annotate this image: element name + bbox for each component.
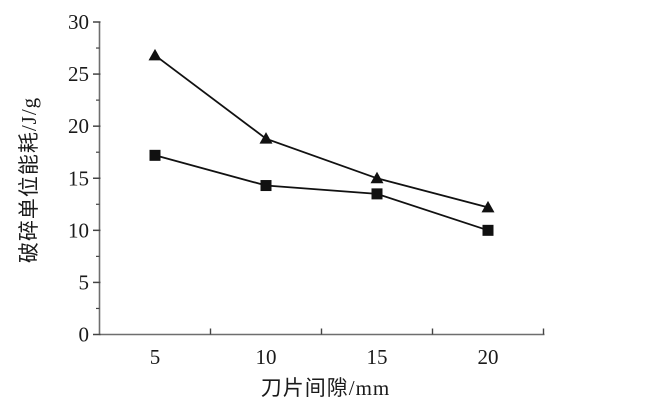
- square-marker: [260, 180, 272, 192]
- triangle-marker: [370, 171, 384, 184]
- y-axis-tick-label: 30: [68, 10, 89, 34]
- triangle-series-line: [154, 54, 489, 209]
- square-marker: [482, 224, 494, 236]
- square-series-line: [154, 154, 489, 232]
- y-axis-tick-label: 0: [79, 323, 90, 347]
- x-axis-tick-label: 20: [478, 345, 499, 369]
- square-marker: [371, 188, 383, 200]
- y-axis-tick-label: 25: [68, 62, 89, 86]
- x-axis-title: 刀片间隙/mm: [260, 376, 391, 400]
- y-axis-title: 破碎单位能耗/J/g: [17, 96, 41, 264]
- triangle-marker: [481, 200, 495, 213]
- y-axis-tick-label: 10: [68, 218, 89, 242]
- y-axis-tick-label: 20: [68, 114, 89, 138]
- triangle-marker: [259, 132, 273, 144]
- x-axis-tick-label: 10: [256, 345, 277, 369]
- x-axis-tick-label: 15: [367, 345, 388, 369]
- x-axis-tick-label: 5: [150, 345, 161, 369]
- y-axis-tick-label: 5: [79, 270, 90, 294]
- triangle-marker: [148, 48, 162, 61]
- square-marker: [149, 149, 161, 161]
- y-axis-tick-label: 15: [68, 166, 89, 190]
